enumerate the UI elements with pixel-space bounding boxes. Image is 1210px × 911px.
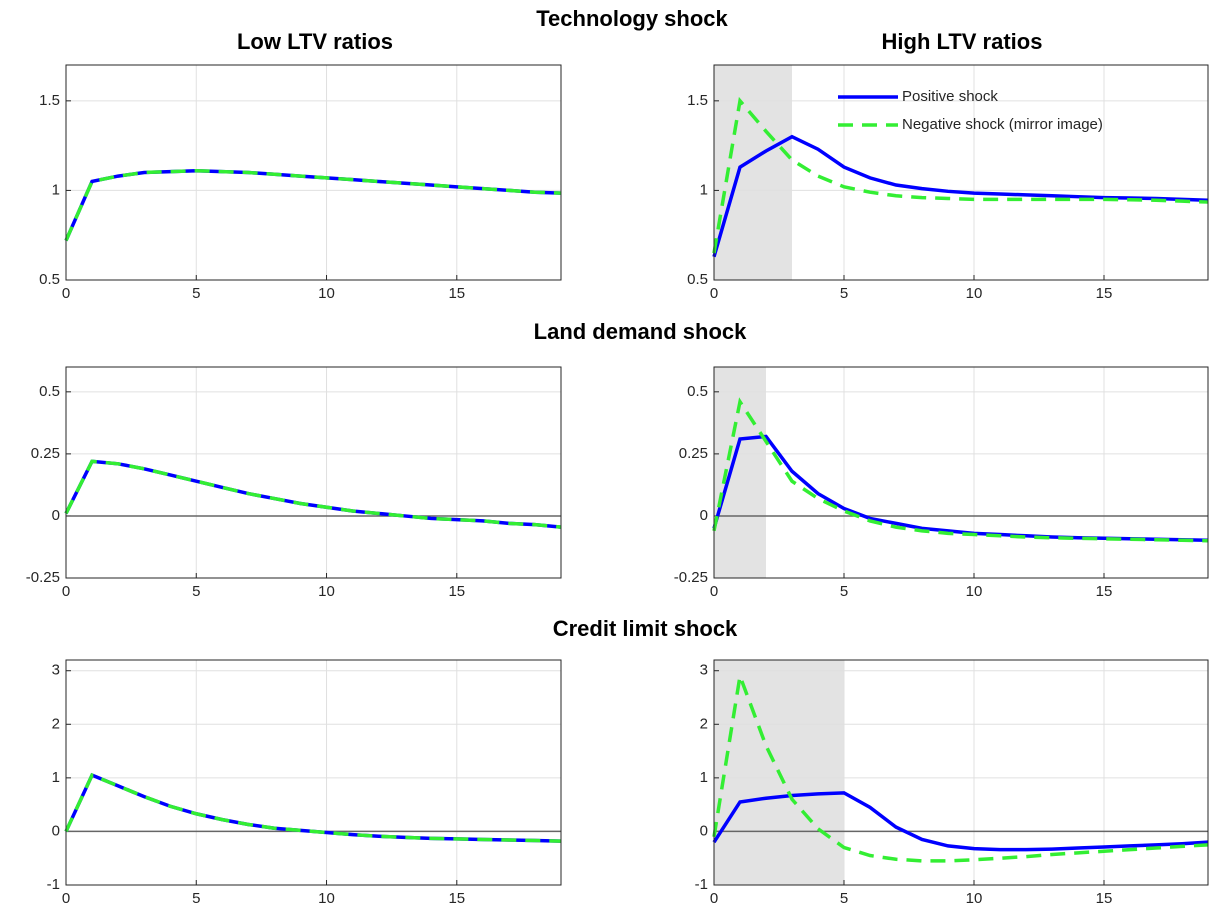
y-tick-label: 0 <box>52 822 60 839</box>
x-tick-label: 0 <box>62 890 70 907</box>
series-line <box>712 669 1209 863</box>
x-tick-label: 15 <box>1096 583 1113 600</box>
column-title: Low LTV ratios <box>237 29 393 54</box>
plot-area <box>66 660 561 885</box>
x-tick-label: 0 <box>62 583 70 600</box>
x-tick-label: 5 <box>840 583 848 600</box>
y-tick-label: -0.25 <box>674 569 708 586</box>
series-line <box>712 791 1209 852</box>
x-tick-label: 15 <box>448 285 465 302</box>
axes-frame <box>65 366 562 579</box>
x-tick-label: 0 <box>62 285 70 302</box>
legend-label: Negative shock (mirror image) <box>902 116 1103 133</box>
axes-frame <box>713 366 1209 579</box>
plot-area <box>66 367 561 578</box>
x-tick-label: 0 <box>710 890 718 907</box>
y-tick-label: 2 <box>52 715 60 732</box>
y-tick-label: 0 <box>700 507 708 524</box>
y-tick-label: 1 <box>52 181 60 198</box>
row-title: Land demand shock <box>534 319 747 344</box>
y-tick-label: -1 <box>47 876 60 893</box>
row-title: Technology shock <box>536 6 728 31</box>
x-tick-label: 10 <box>966 890 983 907</box>
y-tick-label: 2 <box>700 715 708 732</box>
axes-frame <box>713 64 1209 281</box>
y-tick-label: 0.5 <box>39 271 60 288</box>
series-line <box>712 96 1209 254</box>
x-tick-label: 0 <box>710 583 718 600</box>
x-tick-label: 5 <box>192 890 200 907</box>
x-tick-label: 15 <box>1096 285 1113 302</box>
y-tick-label: 0.25 <box>679 445 708 462</box>
x-tick-label: 5 <box>840 285 848 302</box>
y-tick-label: 1 <box>700 769 708 786</box>
row-title: Credit limit shock <box>553 616 738 641</box>
x-tick-label: 10 <box>966 285 983 302</box>
axes-frame <box>65 64 562 281</box>
y-tick-label: -0.25 <box>26 569 60 586</box>
x-tick-label: 0 <box>710 285 718 302</box>
y-tick-label: 1.5 <box>687 92 708 109</box>
x-tick-label: 15 <box>448 890 465 907</box>
series-line <box>64 772 562 843</box>
y-tick-label: 3 <box>700 662 708 679</box>
y-tick-label: 1 <box>52 769 60 786</box>
axes-frame <box>65 659 562 886</box>
y-tick-label: 0.5 <box>687 383 708 400</box>
x-tick-label: 5 <box>840 890 848 907</box>
x-tick-label: 5 <box>192 285 200 302</box>
y-tick-label: 0.25 <box>31 445 60 462</box>
series-line <box>712 434 1209 543</box>
y-tick-label: 0.5 <box>39 383 60 400</box>
x-tick-label: 10 <box>318 285 335 302</box>
shaded-region <box>714 65 792 280</box>
x-tick-label: 5 <box>192 583 200 600</box>
y-tick-label: -1 <box>695 876 708 893</box>
x-tick-label: 10 <box>966 583 983 600</box>
axes-frame <box>713 659 1209 886</box>
series-line <box>64 459 562 529</box>
plot-area <box>714 367 1208 578</box>
x-tick-label: 15 <box>1096 890 1113 907</box>
column-title: High LTV ratios <box>882 29 1043 54</box>
y-tick-label: 3 <box>52 662 60 679</box>
y-tick-label: 0 <box>52 507 60 524</box>
x-tick-label: 15 <box>448 583 465 600</box>
y-tick-label: 1 <box>700 181 708 198</box>
y-tick-label: 0.5 <box>687 271 708 288</box>
series-line <box>712 134 1209 258</box>
y-tick-label: 1.5 <box>39 92 60 109</box>
legend-label: Positive shock <box>902 88 998 105</box>
y-tick-label: 0 <box>700 822 708 839</box>
series-line <box>64 168 562 242</box>
x-tick-label: 10 <box>318 583 335 600</box>
x-tick-label: 10 <box>318 890 335 907</box>
